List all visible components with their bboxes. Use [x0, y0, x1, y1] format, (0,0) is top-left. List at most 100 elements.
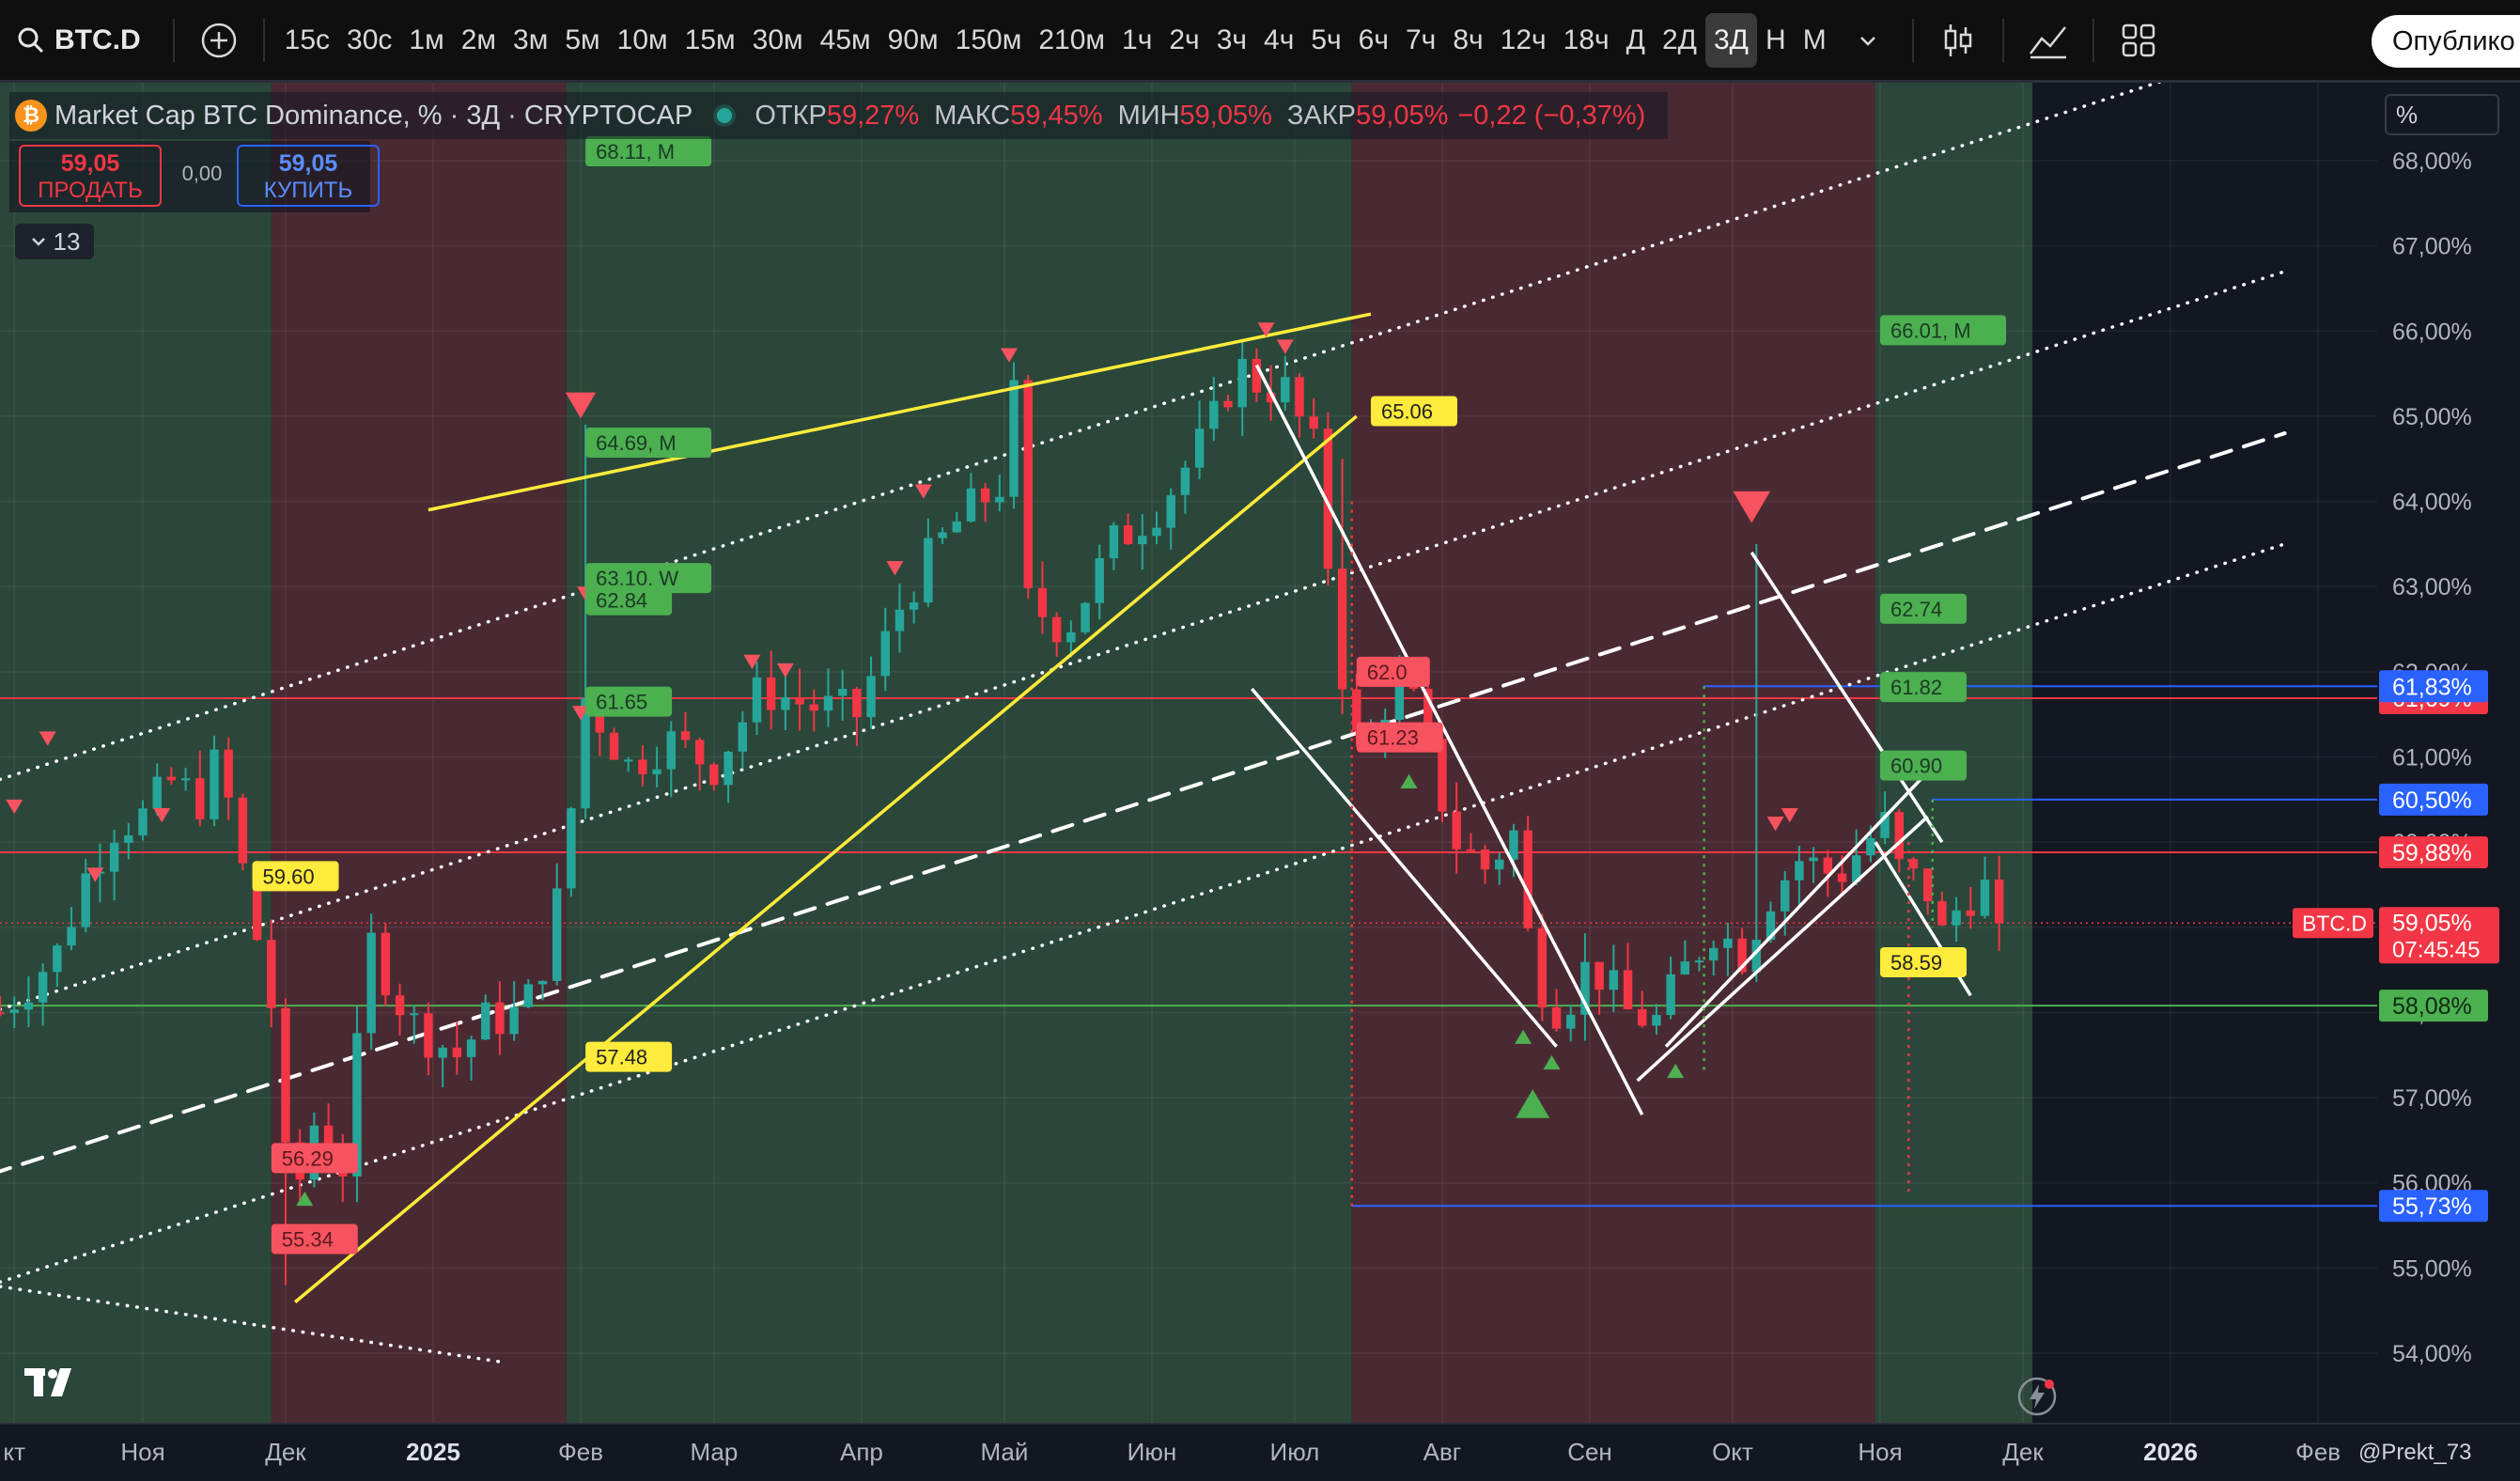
indicators-collapse-button[interactable]: 13	[15, 224, 94, 259]
price-tick-label: 55,00%	[2392, 1255, 2472, 1282]
candle	[1223, 395, 1233, 412]
interval-8[interactable]: 15м	[684, 23, 736, 55]
interval-25[interactable]: 2Д	[1661, 23, 1697, 55]
candle-body	[166, 776, 177, 781]
candle-body	[495, 1002, 505, 1035]
interval-15[interactable]: 2ч	[1169, 23, 1200, 55]
candle-body	[609, 732, 619, 760]
candle-body	[238, 797, 248, 864]
interval-14[interactable]: 1ч	[1122, 23, 1153, 55]
candle	[781, 670, 790, 731]
interval-27[interactable]: Н	[1766, 23, 1786, 55]
trade-panel: 59,05 ПРОДАТЬ 0,00 59,05 КУПИТЬ	[9, 141, 380, 212]
interval-23[interactable]: 18ч	[1563, 23, 1610, 55]
candle	[9, 996, 19, 1028]
interval-5[interactable]: 3м	[513, 23, 549, 55]
interval-2[interactable]: 30с	[347, 23, 393, 55]
candle-body	[1580, 961, 1590, 1015]
symbol-name: BTC.D	[54, 23, 141, 55]
candle	[0, 995, 5, 1017]
sell-button[interactable]: 59,05 ПРОДАТЬ	[19, 145, 162, 207]
buy-price: 59,05	[278, 150, 338, 177]
indicators-button[interactable]	[2021, 13, 2076, 68]
candle	[581, 424, 590, 819]
interval-6[interactable]: 5м	[565, 23, 600, 55]
white-trendline	[1254, 364, 1644, 1116]
interval-13[interactable]: 210м	[1038, 23, 1106, 55]
level-label-text: 55.34	[282, 1228, 334, 1252]
candle	[1566, 1006, 1576, 1042]
top-toolbar: BTC.D 15с 30с 1м 2м 3м 5м 10м 15м 30м 45м 90м 150м 2…	[0, 0, 2520, 83]
candle	[952, 511, 961, 534]
interval-20[interactable]: 7ч	[1406, 23, 1437, 55]
interval-3[interactable]: 1м	[409, 23, 444, 55]
candle-body	[1737, 938, 1747, 973]
interval-17[interactable]: 4ч	[1264, 23, 1295, 55]
markers-layer	[6, 322, 1798, 1207]
interval-11[interactable]: 90м	[887, 23, 939, 55]
interval-12[interactable]: 150м	[955, 23, 1022, 55]
time-tick-label: Ноя	[120, 1438, 165, 1466]
level-label-box	[1880, 593, 1968, 624]
level-label-box	[585, 136, 712, 167]
chart-type-button[interactable]	[1931, 13, 1985, 68]
symbol-search[interactable]: BTC.D	[0, 0, 162, 82]
interval-4[interactable]: 2м	[460, 23, 497, 55]
interval-26[interactable]: 3Д	[1705, 12, 1758, 68]
interval-7[interactable]: 10м	[616, 23, 668, 55]
channel-lines-layer	[0, 83, 2287, 1364]
sell-signal-marker	[776, 663, 794, 678]
interval-19[interactable]: 6ч	[1358, 23, 1389, 55]
interval-10[interactable]: 45м	[819, 23, 871, 55]
candle-body	[1138, 536, 1147, 545]
layout-button[interactable]	[2111, 13, 2166, 68]
candle	[995, 475, 1004, 512]
publish-button[interactable]: Опублико	[2372, 15, 2520, 68]
candle-body	[395, 995, 405, 1016]
candle	[1795, 845, 1804, 908]
candle	[924, 518, 933, 608]
price-chart[interactable]: 68.11, M64.69, M63.10, W62.8461.6559.605…	[0, 83, 2520, 1423]
candle-body	[1638, 1008, 1647, 1026]
compare-add-button[interactable]	[192, 13, 246, 68]
open-label: ОТКР	[754, 100, 827, 131]
zone-layer	[0, 83, 2033, 1423]
candle	[809, 689, 818, 732]
interval-18[interactable]: 5ч	[1311, 23, 1342, 55]
scale-mode-box[interactable]: %	[2385, 94, 2499, 135]
candle	[1252, 348, 1262, 403]
time-axis[interactable]: кт Ноя Дек 2025 Фев Мар Апр Май Июн Июл Авг Сен Окт Н…	[0, 1423, 2520, 1481]
interval-28[interactable]: М	[1802, 23, 1827, 55]
tradingview-logo-icon[interactable]	[23, 1363, 85, 1400]
interval-16[interactable]: 3ч	[1216, 23, 1248, 55]
candle-body	[381, 932, 391, 996]
search-icon	[18, 27, 44, 53]
interval-1[interactable]: 15с	[284, 23, 331, 55]
candle-body	[1980, 879, 1990, 916]
level-label: 65.06	[1370, 396, 1457, 427]
candle-body	[766, 677, 776, 710]
candle-body	[866, 676, 876, 718]
candle-body	[1666, 974, 1675, 1015]
candle	[81, 858, 90, 932]
buy-button[interactable]: 59,05 КУПИТЬ	[237, 145, 380, 207]
interval-21[interactable]: 8ч	[1453, 23, 1484, 55]
candle	[195, 750, 205, 827]
interval-dropdown-button[interactable]	[1841, 13, 1895, 68]
plus-circle-icon	[201, 23, 236, 57]
symbol-tag-text: BTC.D	[2302, 911, 2367, 935]
candle-body	[1922, 868, 1933, 902]
interval-22[interactable]: 12ч	[1500, 23, 1547, 55]
time-tick-label: Авг	[1423, 1438, 1462, 1466]
candle	[1851, 829, 1861, 885]
level-label: 66.01, M	[1880, 315, 2007, 346]
candle-body	[1594, 961, 1604, 990]
level-label-text: 64.69, M	[596, 431, 677, 455]
interval-9[interactable]: 30м	[752, 23, 803, 55]
candle-body	[252, 863, 262, 941]
lightning-alert-icon[interactable]	[2016, 1376, 2058, 1417]
candle	[1066, 620, 1076, 658]
indicator-count: 13	[53, 226, 81, 256]
interval-24[interactable]: Д	[1626, 23, 1645, 55]
candle	[124, 822, 133, 860]
